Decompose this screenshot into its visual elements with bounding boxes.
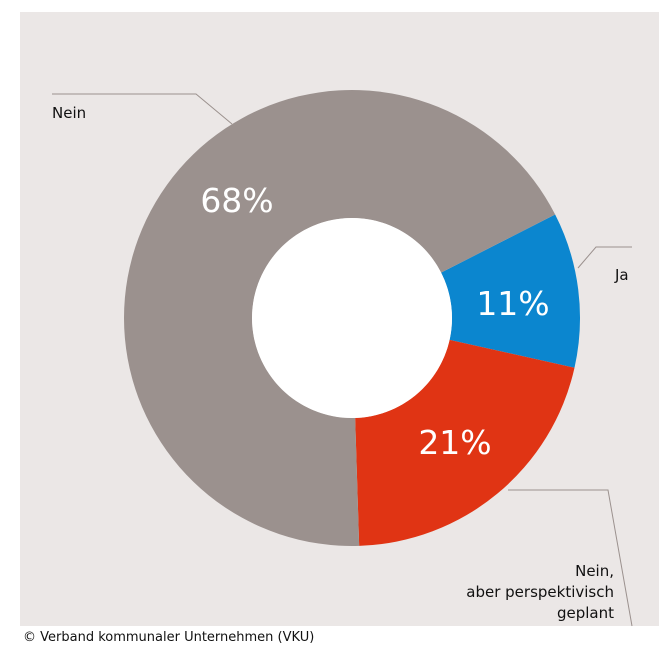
donut-hole: [252, 218, 452, 418]
donut-slices: [124, 90, 580, 546]
donut-slice-nein: [124, 90, 556, 546]
source-credit: © Verband kommunaler Unternehmen (VKU): [23, 630, 315, 645]
donut-slice-nein-aber-perspektivisch-geplant: [355, 339, 575, 546]
value-label-ja: 11%: [476, 284, 549, 323]
category-label-nein-geplant-line-1: Nein,: [575, 562, 614, 580]
connector-nein-geplant: [508, 489, 633, 627]
category-label-ja: Ja: [614, 266, 629, 284]
connector-nein: [52, 93, 233, 125]
value-labels: 68% 11% 21%: [200, 181, 549, 462]
value-label-nein: 68%: [200, 181, 273, 220]
value-label-nein-geplant: 21%: [418, 423, 491, 462]
connector-ja: [577, 246, 632, 269]
donut-slice-ja: [441, 214, 580, 368]
connector-lines: [52, 93, 633, 627]
category-label-nein-geplant-line-2: aber perspektivisch: [466, 583, 614, 601]
category-labels: Nein Ja Nein, aber perspektivisch geplan…: [52, 104, 629, 622]
category-label-nein-geplant-line-3: geplant: [557, 604, 614, 622]
category-label-nein: Nein: [52, 104, 86, 122]
